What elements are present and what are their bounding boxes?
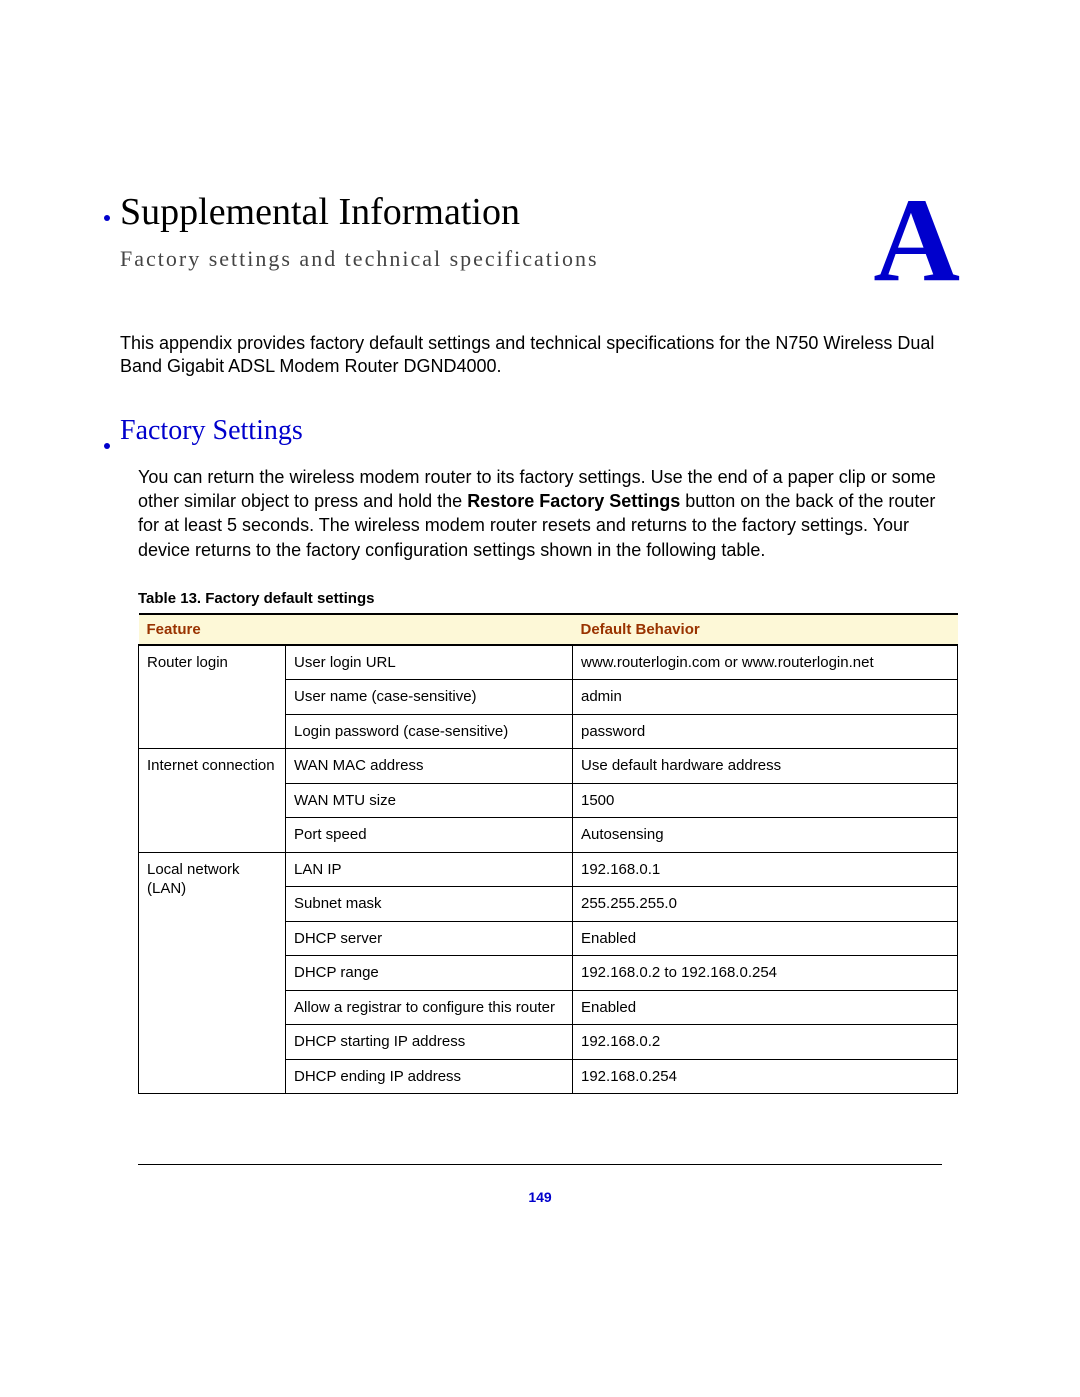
feature-sub-cell: WAN MTU size	[286, 783, 573, 818]
feature-sub-cell: Port speed	[286, 818, 573, 853]
feature-sub-cell: WAN MAC address	[286, 749, 573, 784]
feature-sub-cell: Allow a registrar to configure this rout…	[286, 990, 573, 1025]
appendix-letter: A	[873, 180, 960, 300]
appendix-header: A Supplemental Information Factory setti…	[120, 190, 960, 272]
col-default: Default Behavior	[573, 614, 958, 645]
feature-group-cell: Internet connection	[139, 749, 286, 853]
margin-dot	[104, 443, 110, 449]
margin-dot	[104, 215, 110, 221]
default-value-cell: Use default hardware address	[573, 749, 958, 784]
default-value-cell: admin	[573, 680, 958, 715]
table-header-row: Feature Default Behavior	[139, 614, 958, 645]
feature-group-cell: Router login	[139, 645, 286, 749]
default-value-cell: 1500	[573, 783, 958, 818]
feature-sub-cell: Subnet mask	[286, 887, 573, 922]
col-feature: Feature	[139, 614, 573, 645]
default-value-cell: 192.168.0.2 to 192.168.0.254	[573, 956, 958, 991]
page-subtitle: Factory settings and technical specifica…	[120, 246, 960, 272]
page-number: 149	[120, 1189, 960, 1205]
feature-sub-cell: DHCP server	[286, 921, 573, 956]
default-value-cell: Enabled	[573, 990, 958, 1025]
section-heading: Factory Settings	[120, 415, 960, 447]
factory-settings-table: Feature Default Behavior Router loginUse…	[138, 613, 958, 1095]
default-value-cell: 255.255.255.0	[573, 887, 958, 922]
table-caption: Table 13. Factory default settings	[138, 590, 960, 607]
document-page: A Supplemental Information Factory setti…	[0, 0, 1080, 1397]
default-value-cell: 192.168.0.1	[573, 852, 958, 887]
body-text-bold: Restore Factory Settings	[467, 491, 680, 511]
table-row: Local network (LAN)LAN IP192.168.0.1	[139, 852, 958, 887]
default-value-cell: www.routerlogin.com or www.routerlogin.n…	[573, 645, 958, 680]
feature-sub-cell: DHCP starting IP address	[286, 1025, 573, 1060]
default-value-cell: Enabled	[573, 921, 958, 956]
default-value-cell: 192.168.0.254	[573, 1059, 958, 1094]
body-paragraph: You can return the wireless modem router…	[138, 465, 960, 562]
default-value-cell: password	[573, 714, 958, 749]
page-title: Supplemental Information	[120, 190, 960, 234]
default-value-cell: Autosensing	[573, 818, 958, 853]
feature-sub-cell: User login URL	[286, 645, 573, 680]
default-value-cell: 192.168.0.2	[573, 1025, 958, 1060]
feature-sub-cell: DHCP range	[286, 956, 573, 991]
footer-rule	[138, 1164, 942, 1165]
feature-sub-cell: User name (case-sensitive)	[286, 680, 573, 715]
feature-sub-cell: LAN IP	[286, 852, 573, 887]
table-row: Internet connectionWAN MAC addressUse de…	[139, 749, 958, 784]
feature-group-cell: Local network (LAN)	[139, 852, 286, 1094]
feature-sub-cell: DHCP ending IP address	[286, 1059, 573, 1094]
table-row: Router loginUser login URLwww.routerlogi…	[139, 645, 958, 680]
feature-sub-cell: Login password (case-sensitive)	[286, 714, 573, 749]
intro-paragraph: This appendix provides factory default s…	[120, 332, 960, 379]
